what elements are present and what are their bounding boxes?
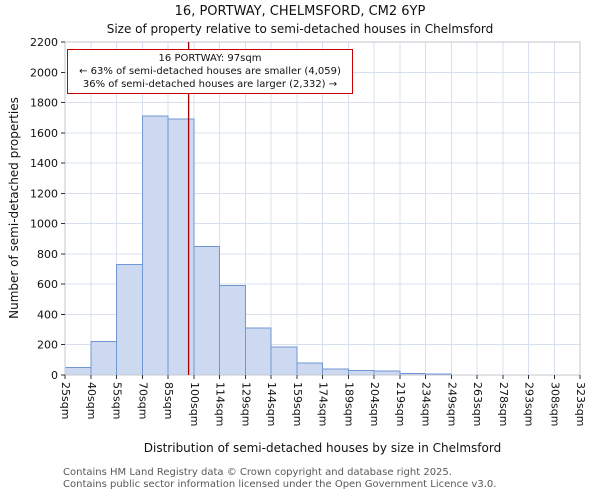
attribution: Contains HM Land Registry data © Crown c…	[63, 467, 496, 490]
svg-text:800: 800	[37, 248, 58, 261]
svg-text:114sqm: 114sqm	[214, 382, 227, 426]
chart-subtitle: Size of property relative to semi-detach…	[106, 22, 494, 36]
y-axis-label: Number of semi-detached properties	[7, 97, 21, 319]
svg-text:25sqm: 25sqm	[59, 382, 72, 419]
svg-text:200: 200	[37, 339, 58, 352]
annotation-smaller-stat: ← 63% of semi-detached houses are smalle…	[79, 66, 341, 77]
svg-text:40sqm: 40sqm	[85, 382, 98, 419]
svg-text:204sqm: 204sqm	[368, 382, 381, 426]
annotation-property-label: 16 PORTWAY: 97sqm	[158, 53, 262, 64]
svg-text:144sqm: 144sqm	[265, 382, 278, 426]
annotation-box: 16 PORTWAY: 97sqm ← 63% of semi-detached…	[67, 49, 353, 94]
svg-text:234sqm: 234sqm	[420, 382, 433, 426]
svg-text:159sqm: 159sqm	[291, 382, 304, 426]
attribution-line-1: Contains HM Land Registry data © Crown c…	[63, 467, 452, 478]
svg-text:129sqm: 129sqm	[239, 382, 252, 426]
svg-text:100sqm: 100sqm	[188, 382, 201, 426]
svg-text:1600: 1600	[30, 127, 58, 140]
svg-text:1200: 1200	[30, 187, 58, 200]
svg-text:2200: 2200	[30, 36, 58, 49]
svg-text:263sqm: 263sqm	[471, 382, 484, 426]
chart-title: 16, PORTWAY, CHELMSFORD, CM2 6YP	[174, 4, 426, 19]
svg-text:174sqm: 174sqm	[317, 382, 330, 426]
svg-text:1400: 1400	[30, 157, 58, 170]
svg-text:1800: 1800	[30, 97, 58, 110]
svg-text:293sqm: 293sqm	[523, 382, 536, 426]
svg-text:1000: 1000	[30, 218, 58, 231]
annotation-larger-stat: 36% of semi-detached houses are larger (…	[82, 79, 338, 90]
svg-text:308sqm: 308sqm	[548, 382, 561, 426]
svg-text:219sqm: 219sqm	[394, 382, 407, 426]
svg-text:2000: 2000	[30, 66, 58, 79]
svg-text:278sqm: 278sqm	[497, 382, 510, 426]
attribution-line-2: Contains public sector information licen…	[63, 478, 497, 490]
svg-text:600: 600	[37, 278, 58, 291]
svg-text:400: 400	[37, 308, 58, 321]
svg-text:70sqm: 70sqm	[136, 382, 149, 419]
svg-text:249sqm: 249sqm	[445, 382, 458, 426]
svg-text:0: 0	[51, 369, 58, 382]
svg-text:189sqm: 189sqm	[342, 382, 355, 426]
svg-text:85sqm: 85sqm	[162, 382, 175, 419]
svg-text:55sqm: 55sqm	[111, 382, 124, 419]
x-axis-label: Distribution of semi-detached houses by …	[143, 441, 502, 455]
svg-text:323sqm: 323sqm	[574, 382, 587, 426]
